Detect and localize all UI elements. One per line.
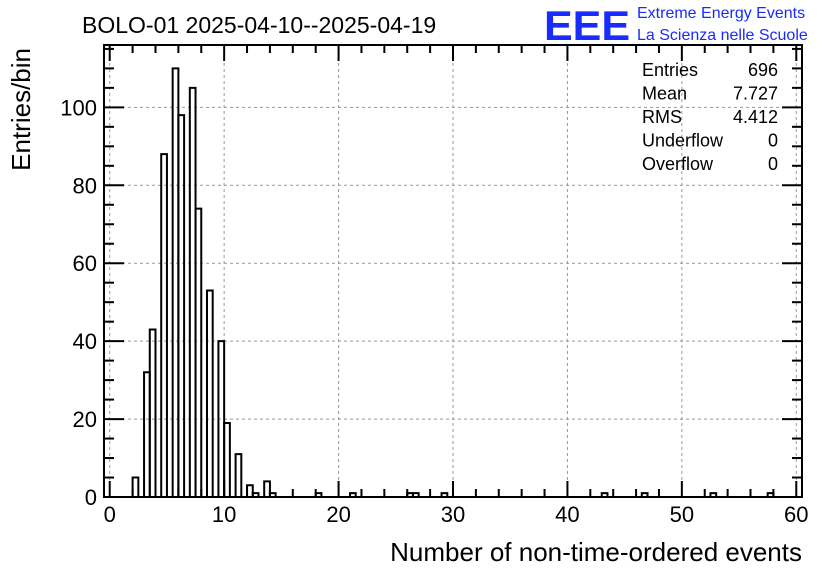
- histogram-bin: [349, 492, 357, 497]
- y-tick-label: 20: [73, 407, 97, 432]
- histogram-bars: [131, 67, 775, 497]
- y-tick-label: 80: [73, 173, 97, 198]
- histogram-bin: [600, 492, 609, 497]
- histogram-bin: [223, 421, 231, 497]
- x-tick-labels: 0 10 20 30 40 50 60: [104, 502, 809, 527]
- stats-box: Entries 696 Mean 7.727 RMS 4.412 Underflow 0 Ove…: [642, 60, 778, 174]
- histogram-bin: [217, 340, 226, 497]
- histogram-bin: [411, 492, 420, 497]
- x-tick-label: 30: [441, 502, 465, 527]
- histogram-bin: [194, 207, 203, 497]
- stat-label: Underflow: [642, 131, 724, 151]
- stat-label: Mean: [642, 84, 687, 104]
- histogram-bin: [440, 492, 449, 497]
- stat-label: Entries: [642, 60, 698, 80]
- y-tick-label: 100: [60, 95, 97, 120]
- histogram-bin: [709, 492, 718, 497]
- x-tick-label: 0: [104, 502, 116, 527]
- x-tick-label: 10: [212, 502, 236, 527]
- logo-line-2: La Scienza nelle Scuole: [637, 27, 808, 44]
- x-tick-label: 20: [326, 502, 350, 527]
- y-axis-label: Entries/bin: [6, 48, 36, 171]
- stat-value: 0: [768, 131, 778, 151]
- histogram-bin: [640, 492, 649, 497]
- histogram-bin: [131, 476, 140, 497]
- stat-value: 696: [748, 60, 778, 80]
- logo-mark: EEE: [544, 2, 630, 49]
- y-tick-label: 40: [73, 329, 97, 354]
- y-tick-label: 0: [85, 485, 97, 510]
- histogram-bin: [177, 114, 186, 497]
- chart-title: BOLO-01 2025-04-10--2025-04-19: [82, 12, 436, 38]
- stat-label: Overflow: [642, 154, 714, 174]
- grid-lines: [104, 45, 802, 497]
- stat-value: 7.727: [733, 84, 778, 104]
- y-tick-labels: 0 20 40 60 80 100: [60, 95, 97, 510]
- histogram-bin: [205, 289, 214, 497]
- stat-value: 0: [768, 154, 778, 174]
- x-axis-label: Number of non-time-ordered events: [390, 537, 802, 567]
- stat-label: RMS: [642, 107, 682, 127]
- axis-ticks: [104, 45, 802, 498]
- x-tick-label: 50: [670, 502, 694, 527]
- y-tick-label: 60: [73, 251, 97, 276]
- stat-value: 4.412: [733, 107, 778, 127]
- histogram-bin: [148, 328, 157, 497]
- eee-logo: EEE Extreme Energy Events La Scienza nel…: [544, 2, 808, 49]
- logo-line-1: Extreme Energy Events: [637, 5, 805, 22]
- x-tick-label: 60: [784, 502, 808, 527]
- histogram-bin: [160, 153, 168, 497]
- x-tick-label: 40: [555, 502, 579, 527]
- histogram-bin: [251, 492, 260, 497]
- histogram-bin: [234, 453, 243, 497]
